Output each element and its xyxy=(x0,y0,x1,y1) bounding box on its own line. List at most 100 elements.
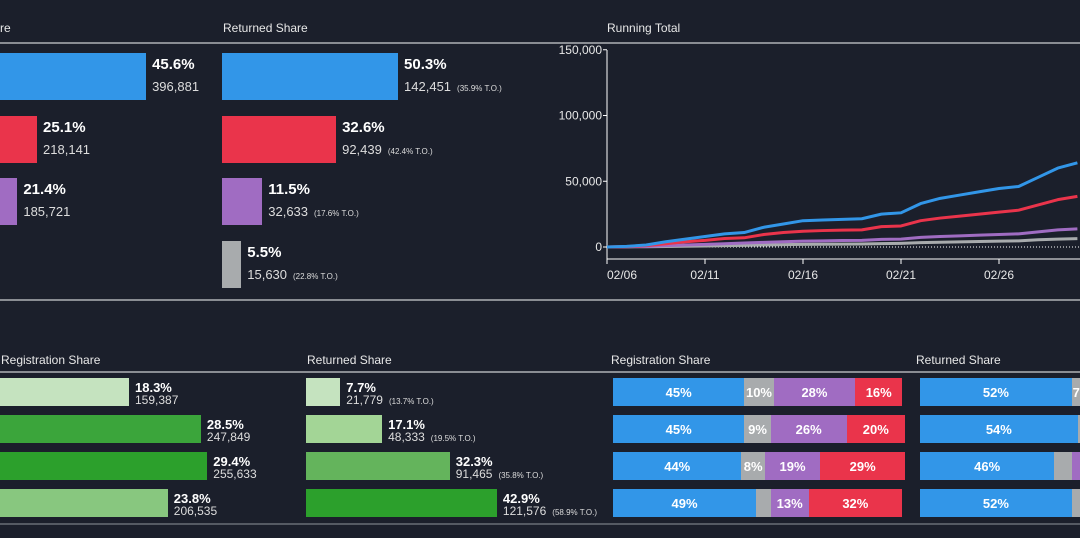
series-line xyxy=(606,161,1078,249)
share-bar xyxy=(0,116,38,163)
share-percent: 5.5% xyxy=(247,243,282,261)
share-percent: 28.5% xyxy=(206,416,244,432)
top-header-divider xyxy=(0,42,1080,44)
share-percent: 25.1% xyxy=(43,118,86,136)
share-count: 121,576 xyxy=(502,504,547,519)
stacked-segment xyxy=(1071,452,1080,480)
share-count-line: 91,465 (35.8% T.O.) xyxy=(456,467,543,481)
share-count-line: 159,387 xyxy=(135,393,178,407)
stacked-segment: 29% xyxy=(820,452,905,480)
stacked-segment: 20% xyxy=(846,415,905,443)
share-count: 32,633 xyxy=(268,203,309,219)
turnout-note: (19.5% T.O.) xyxy=(430,434,476,444)
stacked-segment: 16% xyxy=(855,378,903,406)
x-tick-label: 02/21 xyxy=(886,268,916,282)
share-bar xyxy=(306,452,450,480)
share-percent: 42.9% xyxy=(502,490,540,506)
share-bar xyxy=(0,415,201,443)
share-bar xyxy=(0,53,147,100)
stacked-segment: 45% xyxy=(613,415,745,443)
share-count-line: 121,576 (58.9% T.O.) xyxy=(503,504,597,518)
share-percent: 7.7% xyxy=(346,379,376,395)
stacked-segment: 7% xyxy=(1071,378,1080,406)
stacked-segment xyxy=(1071,489,1080,517)
share-count-line: 218,141 xyxy=(43,142,90,157)
share-percent: 18.3% xyxy=(135,379,172,395)
share-count-line: 247,849 xyxy=(207,430,250,444)
share-count: 247,849 xyxy=(206,430,251,445)
stacked-bar: 52% xyxy=(920,489,1080,517)
share-percent: 29.4% xyxy=(213,453,251,469)
share-count: 92,439 xyxy=(342,141,382,157)
stacked-returned-title: Returned Share xyxy=(916,353,1001,367)
stacked-bar: 49% 13% 32% xyxy=(613,489,905,517)
share-bar xyxy=(0,489,168,517)
bottom-header-divider xyxy=(0,371,1080,373)
bottom-footer-divider xyxy=(0,523,1080,525)
stacked-segment: 52% xyxy=(920,489,1072,517)
share-count-line: 32,633 (17.6% T.O.) xyxy=(268,204,359,219)
share-bar xyxy=(306,489,497,517)
stacked-segment: 9% xyxy=(744,415,771,443)
turnout-note: (58.9% T.O.) xyxy=(552,508,598,518)
x-tick-label: 02/26 xyxy=(984,268,1014,282)
share-bar xyxy=(0,452,208,480)
share-percent: 32.6% xyxy=(342,118,385,136)
share-percent: 45.6% xyxy=(152,55,195,73)
share-percent: 21.4% xyxy=(23,180,66,198)
stacked-segment: 46% xyxy=(920,452,1055,480)
share-percent: 32.3% xyxy=(455,453,493,469)
stacked-bar: 52%7% xyxy=(920,378,1080,406)
share-count: 48,333 xyxy=(388,430,425,445)
share-count-line: 206,535 xyxy=(174,504,217,518)
share-count-line: 21,779 (13.7% T.O.) xyxy=(346,393,433,407)
share-count-line: 48,333 (19.5% T.O.) xyxy=(388,430,475,444)
share-bar xyxy=(222,116,337,163)
stacked-segment: 52% xyxy=(920,378,1072,406)
stacked-bar: 46% xyxy=(920,452,1080,480)
share-bar xyxy=(0,378,129,406)
stacked-bar: 45% 9% 26% 20% xyxy=(613,415,905,443)
share-bar xyxy=(222,178,263,225)
turnout-note: (13.7% T.O.) xyxy=(388,397,434,407)
x-tick-label: 02/06 xyxy=(607,268,637,282)
share-count: 255,633 xyxy=(213,467,257,482)
stacked-segment: 49% xyxy=(613,489,757,517)
share-count-line: 15,630 (22.8% T.O.) xyxy=(247,267,338,282)
stacked-registration-title: Registration Share xyxy=(611,353,711,367)
share-count: 185,721 xyxy=(23,203,71,219)
share-bar xyxy=(222,53,399,100)
stacked-segment: 13% xyxy=(770,489,809,517)
series-line xyxy=(606,227,1078,249)
bottom-returned-title: Returned Share xyxy=(307,353,392,367)
running-total-chart: 0 50,000 100,000 150,000 02/06 02/11 02/16 02/2… xyxy=(559,43,1080,282)
share-bar xyxy=(222,241,242,288)
share-count: 21,779 xyxy=(346,393,383,408)
stacked-segment: 45% xyxy=(613,378,745,406)
share-percent: 17.1% xyxy=(388,416,425,432)
share-count: 91,465 xyxy=(455,467,493,482)
turnout-note: (35.8% T.O.) xyxy=(498,471,544,481)
share-count: 396,881 xyxy=(152,78,200,94)
share-bar xyxy=(306,378,341,406)
share-percent: 11.5% xyxy=(268,180,310,198)
share-bar xyxy=(0,178,18,225)
stacked-segment: 44% xyxy=(613,452,742,480)
stacked-bar: 44% 8% 19% 29% xyxy=(613,452,905,480)
turnout-note: (42.4% T.O.) xyxy=(387,146,433,156)
share-count: 142,451 xyxy=(404,78,452,94)
share-count-line: 255,633 xyxy=(213,467,256,481)
stacked-segment: 10% xyxy=(744,378,774,406)
turnout-note: (22.8% T.O.) xyxy=(293,271,338,281)
x-tick-label: 02/16 xyxy=(788,268,818,282)
stacked-segment xyxy=(1077,415,1080,443)
stacked-segment: 28% xyxy=(773,378,856,406)
running-total-title: Running Total xyxy=(607,21,681,35)
share-count: 206,535 xyxy=(173,504,218,519)
top-returned-title: Returned Share xyxy=(223,21,308,35)
top-registration-title: re xyxy=(0,21,11,35)
stacked-bar: 45% 10% 28% 16% xyxy=(613,378,905,406)
bottom-registration-title: Registration Share xyxy=(1,353,101,367)
stacked-segment: 8% xyxy=(741,452,765,480)
share-count-line: 142,451 (35.9% T.O.) xyxy=(404,79,502,94)
